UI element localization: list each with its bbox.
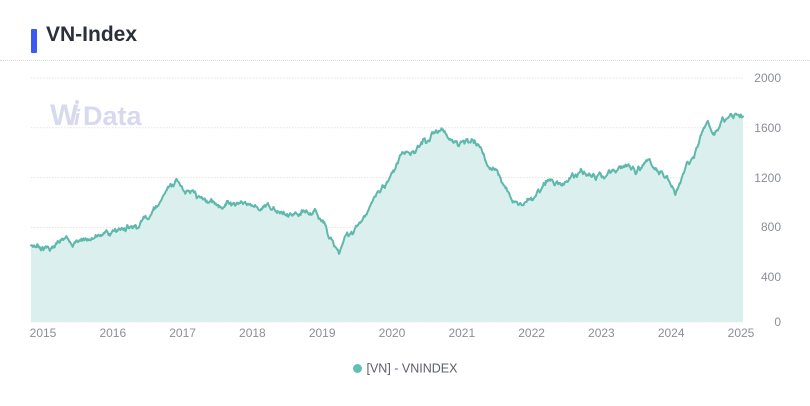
svg-text:Data: Data xyxy=(83,101,143,131)
svg-text:i: i xyxy=(74,105,81,130)
